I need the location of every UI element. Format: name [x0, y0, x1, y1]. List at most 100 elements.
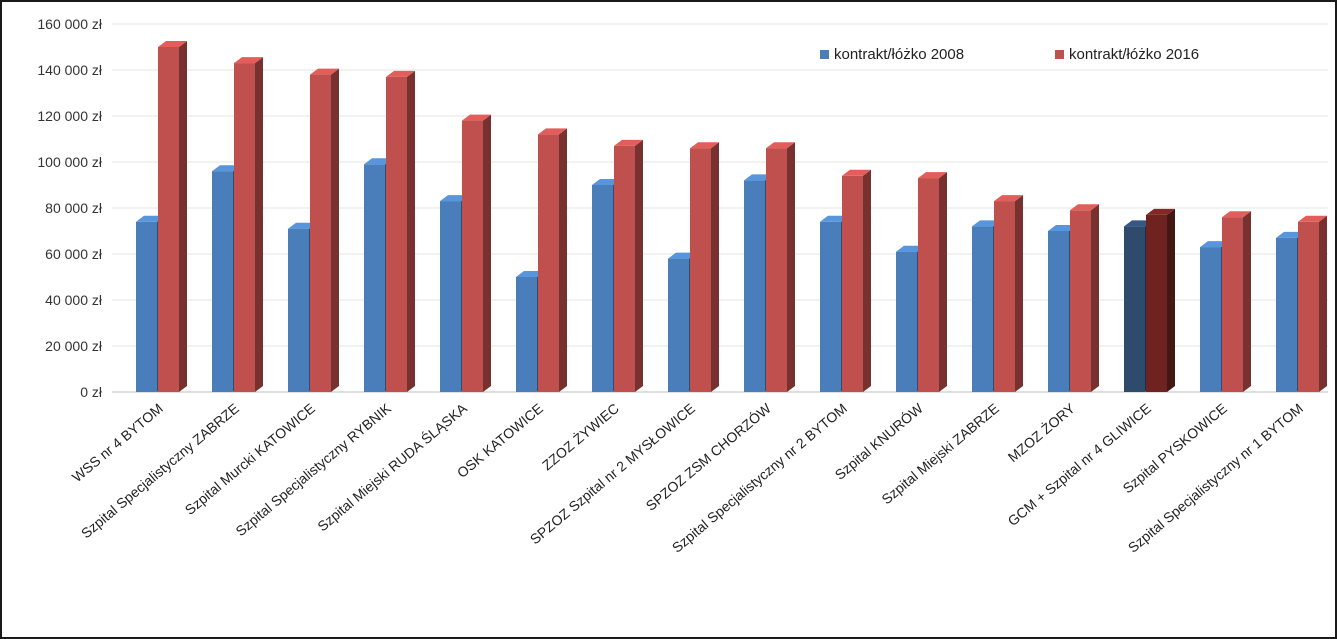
bar-2016: [842, 169, 871, 392]
bar-front: [842, 175, 863, 392]
bar-side: [407, 70, 415, 393]
bar-side: [863, 169, 871, 392]
bar-side: [255, 57, 263, 392]
bar-2016: [766, 142, 795, 392]
bar-side: [635, 139, 643, 392]
x-tick-label: ZZOZ ŻYWIEC: [538, 399, 622, 473]
bar-2016: [386, 70, 415, 393]
bar-front: [310, 74, 331, 392]
bar-2016: [462, 114, 491, 392]
y-tick-label: 40 000 zł: [45, 292, 103, 308]
bar-front: [234, 63, 255, 392]
bar-top: [364, 158, 393, 165]
bar-top: [842, 169, 871, 176]
bar-2016: [1298, 215, 1327, 392]
x-tick-label: Szpital Specjalistyczny ZABRZE: [78, 400, 242, 541]
bar-top: [1048, 225, 1077, 231]
bar-top: [1222, 211, 1251, 218]
bar-top: [288, 222, 317, 229]
bar-top: [972, 220, 1001, 227]
bar-front: [744, 180, 765, 392]
bar-top: [1124, 220, 1153, 227]
bar-front: [690, 148, 711, 392]
bar-top: [766, 142, 795, 149]
y-tick-label: 120 000 zł: [37, 108, 102, 124]
bar-side: [1243, 211, 1251, 392]
bar-top: [440, 195, 469, 202]
bar-top: [1070, 204, 1099, 211]
bar-top: [1146, 208, 1175, 215]
bar-front: [918, 178, 939, 392]
bar-front: [364, 164, 385, 392]
bar-top: [614, 139, 643, 146]
bar-front: [820, 221, 841, 392]
bar-side: [939, 172, 947, 392]
legend-swatch-2008: [820, 50, 829, 59]
bar-top: [234, 57, 263, 64]
y-tick-label: 100 000 zł: [37, 154, 102, 170]
bar-2016: [1146, 208, 1175, 392]
y-tick-label: 0 zł: [80, 384, 103, 400]
bar-front: [592, 185, 613, 392]
bar-front: [1048, 231, 1069, 392]
bar-top: [212, 165, 241, 172]
x-tick-label: GCM + Szpital nr 4 GLIWICE: [1004, 400, 1153, 529]
legend: kontrakt/łóżko 2008 kontrakt/łóżko 2016: [820, 46, 1199, 63]
bar-top: [896, 245, 925, 252]
y-tick-label: 140 000 zł: [37, 62, 102, 78]
bar-front: [1222, 217, 1243, 392]
bar-front: [288, 228, 309, 392]
x-tick-label: SPZOZ Szpital nr 2 MYSŁOWICE: [527, 400, 698, 547]
bar-2016: [994, 195, 1023, 392]
bar-front: [1276, 237, 1297, 392]
bar-top: [1276, 231, 1305, 238]
bar-front: [440, 201, 461, 392]
bar-top: [690, 142, 719, 149]
bar-side: [787, 142, 795, 392]
legend-label-2008: kontrakt/łóżko 2008: [834, 46, 964, 63]
bar-front: [1070, 210, 1091, 392]
bar-top: [462, 114, 491, 121]
bar-2016: [918, 172, 947, 392]
bar-2016: [1222, 211, 1251, 392]
bar-side: [483, 114, 491, 392]
bar-top: [918, 172, 947, 179]
bar-front: [1298, 221, 1319, 392]
bar-front: [158, 47, 179, 392]
bar-2016: [234, 57, 263, 392]
bar-top: [158, 41, 187, 47]
x-tick-label: Szpital Specjalistyczny RYBNIK: [232, 400, 394, 540]
bar-side: [1091, 204, 1099, 392]
bar-top: [820, 215, 849, 222]
bar-top: [1298, 215, 1327, 222]
bar-front: [994, 201, 1015, 392]
bar-front: [538, 134, 559, 392]
bar-side: [1319, 215, 1327, 392]
bar-front: [1200, 247, 1221, 392]
bar-front: [896, 251, 917, 392]
bar-2016: [310, 68, 339, 392]
bar-front: [972, 226, 993, 392]
x-tick-label: MZOZ ŻORY: [1004, 399, 1078, 465]
bar-2016: [614, 139, 643, 392]
bar-front: [766, 148, 787, 392]
bar-top: [538, 128, 567, 135]
bar-top: [386, 70, 415, 77]
bar-2016: [538, 128, 567, 392]
x-tick-label: Szpital Murcki KATOWICE: [182, 400, 318, 518]
y-tick-label: 80 000 zł: [45, 200, 103, 216]
y-tick-label: 160 000 zł: [37, 16, 102, 32]
bar-front: [1124, 226, 1145, 392]
bar-front: [516, 277, 537, 392]
bar-2016: [1070, 204, 1099, 392]
bar-side: [331, 68, 339, 392]
bar-2016: [690, 142, 719, 392]
bar-top: [592, 179, 621, 185]
bar-front: [212, 171, 233, 392]
bar-side: [179, 41, 187, 392]
x-tick-label: SPZOZ ZSM CHORZÓW: [643, 400, 775, 514]
bar-front: [668, 258, 689, 392]
legend-swatch-2016: [1055, 50, 1064, 59]
bar-side: [711, 142, 719, 392]
